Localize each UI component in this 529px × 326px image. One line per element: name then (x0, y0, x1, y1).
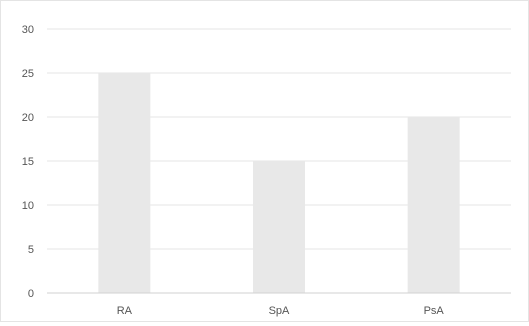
x-tick-label: PsA (424, 305, 445, 317)
bar-psa (407, 117, 460, 293)
y-tick-label: 5 (28, 244, 34, 256)
bar-ra (98, 73, 151, 293)
bars (98, 73, 460, 293)
y-tick-label: 0 (28, 288, 34, 300)
y-axis-ticks: 0 5 10 15 20 25 30 (22, 24, 34, 300)
bar-spa (253, 161, 305, 293)
x-tick-label: SpA (269, 305, 290, 317)
x-axis-ticks: RA SpA PsA (117, 305, 445, 317)
x-tick-label: RA (117, 305, 133, 317)
y-tick-label: 30 (22, 24, 34, 36)
y-tick-label: 10 (22, 200, 34, 212)
bar-chart: 0 5 10 15 20 25 30 RA SpA PsA (22, 24, 511, 317)
y-tick-label: 25 (22, 68, 34, 80)
y-tick-label: 15 (22, 156, 34, 168)
y-tick-label: 20 (22, 112, 34, 124)
